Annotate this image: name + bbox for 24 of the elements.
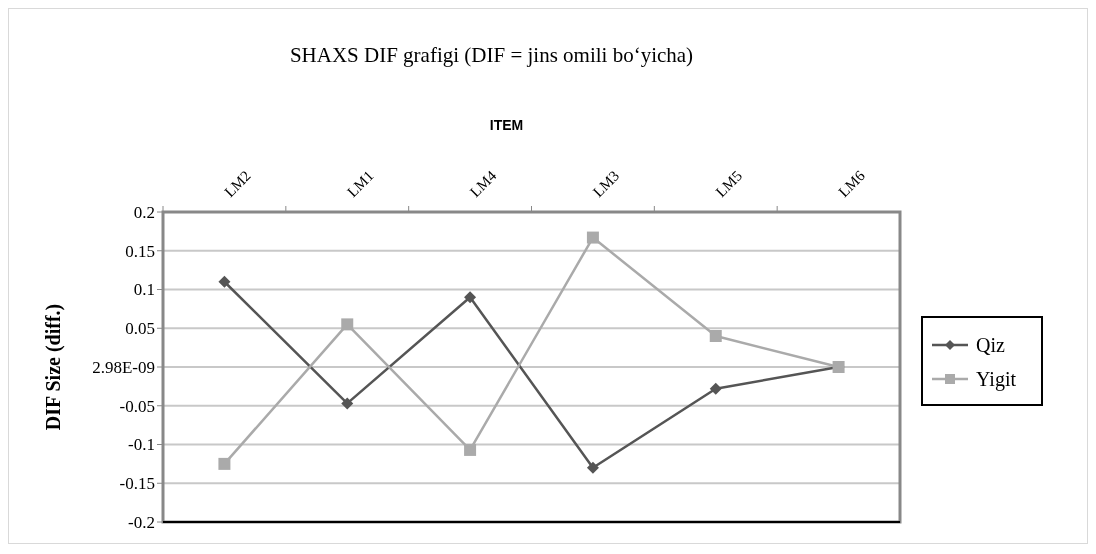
- y-tick-label: 2.98E-09: [92, 357, 155, 377]
- point: [709, 330, 722, 342]
- chart-title: SHAXS DIF grafigi (DIF = jins omili bo‘yicha): [289, 43, 694, 67]
- point: [464, 443, 477, 456]
- x-axis-title: ITEM: [489, 117, 524, 133]
- y-tick-label: -0.15: [119, 474, 155, 494]
- point: [586, 231, 599, 244]
- y-axis-title: DIF Size (diff.): [42, 303, 65, 431]
- point: [709, 382, 722, 395]
- point: [464, 291, 477, 304]
- legend-label: Qiz: [976, 334, 1005, 356]
- legend-label: Yigit: [976, 368, 1017, 391]
- y-tick-label: 0.2: [133, 202, 155, 222]
- point: [341, 318, 354, 331]
- point: [341, 397, 354, 410]
- y-tick-label: 0.05: [125, 319, 155, 339]
- y-tick-label: 0.15: [125, 241, 155, 261]
- y-tick-label: -0.05: [119, 396, 155, 416]
- y-tick-label: 0.1: [133, 280, 155, 300]
- point: [586, 461, 599, 474]
- y-tick-label: -0.2: [128, 512, 155, 532]
- point: [218, 457, 231, 470]
- point: [218, 275, 231, 288]
- y-tick-label: -0.1: [128, 435, 155, 455]
